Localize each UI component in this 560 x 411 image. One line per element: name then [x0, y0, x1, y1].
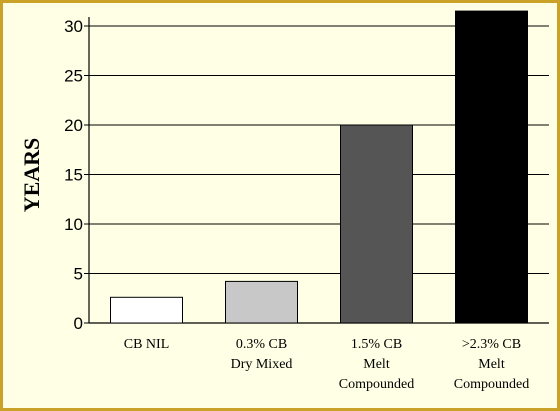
x-category-label: 0.3% CB [236, 337, 287, 352]
x-category-label: Dry Mixed [231, 357, 293, 372]
bar-chart: 0 5 10 15 20 25 30 CB NIL 0.3% CB Dry Mixed 1.5% … [19, 10, 549, 392]
y-tick-label: 20 [64, 116, 83, 135]
x-category-label: Compounded [454, 377, 529, 392]
y-tick-label: 5 [74, 265, 83, 284]
y-tick-labels: 0 5 10 15 20 25 30 [64, 17, 83, 333]
y-tick-label: 0 [74, 314, 83, 333]
x-category-label: >2.3% CB [462, 337, 521, 352]
bars [110, 10, 528, 324]
x-category-label: Compounded [339, 377, 414, 392]
bar [455, 10, 528, 324]
x-category-labels: CB NIL 0.3% CB Dry Mixed 1.5% CB Melt Compoun… [124, 337, 529, 392]
bar [110, 296, 183, 324]
x-category-label: Melt [363, 357, 390, 372]
y-tick-label: 10 [64, 215, 83, 234]
x-category-label: CB NIL [124, 337, 170, 352]
y-axis-label: YEARS [19, 138, 44, 213]
x-category-label: Melt [478, 357, 505, 372]
x-category-label: 1.5% CB [351, 337, 402, 352]
y-tick-label: 15 [64, 166, 83, 185]
bar [225, 280, 298, 324]
y-tick-label: 30 [64, 17, 83, 36]
bar [340, 124, 413, 324]
y-tick-label: 25 [64, 67, 83, 86]
